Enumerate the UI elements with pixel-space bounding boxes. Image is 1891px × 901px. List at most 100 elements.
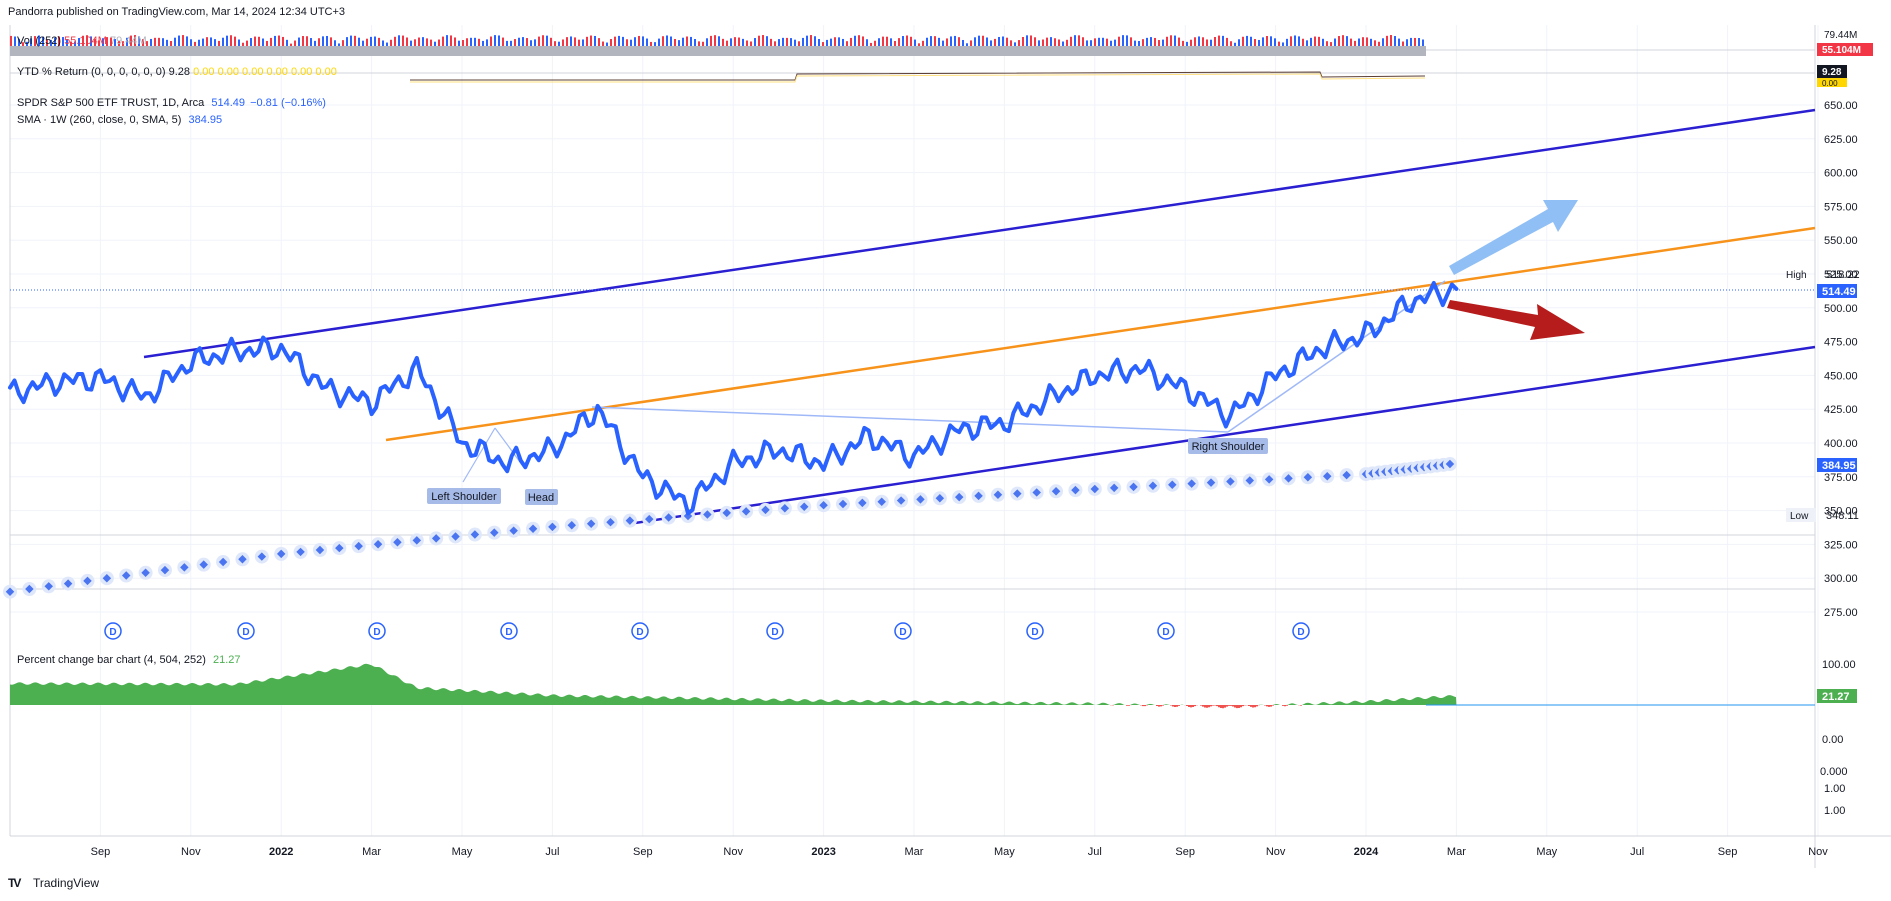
volume-bar <box>166 39 168 46</box>
volume-bar <box>1370 38 1372 46</box>
volume-bar <box>990 40 992 46</box>
volume-bar <box>14 36 16 46</box>
sma-point <box>1303 473 1313 482</box>
volume-bar <box>1302 38 1304 46</box>
volume-bar <box>1186 41 1188 46</box>
volume-bar <box>710 35 712 46</box>
sma-point <box>354 541 363 551</box>
volume-bar <box>1242 36 1244 46</box>
volume-bar <box>1358 38 1360 46</box>
dividend-marker <box>631 622 649 640</box>
ytd-axis-zero-bg <box>1817 78 1847 87</box>
y-tick-label: 325.00 <box>1824 539 1858 551</box>
volume-bar <box>210 37 212 46</box>
volume-bar <box>174 37 176 46</box>
volume-bar <box>1390 35 1392 46</box>
volume-bar <box>1254 39 1256 46</box>
volume-bar <box>1342 35 1344 46</box>
sma-point <box>315 545 325 555</box>
volume-bar <box>950 36 952 46</box>
volume-bar <box>1162 39 1164 46</box>
volume-bar <box>138 36 140 46</box>
volume-bar <box>1054 38 1056 46</box>
volume-bar <box>1314 36 1316 46</box>
volume-bar <box>1378 41 1380 46</box>
footer-brand[interactable]: TV TradingView <box>8 875 99 891</box>
volume-bar <box>246 40 248 46</box>
volume-bar <box>946 38 948 46</box>
volume-bar <box>906 35 908 46</box>
volume-bar <box>414 39 416 46</box>
volume-bar <box>1158 40 1160 46</box>
volume-bar <box>54 37 56 46</box>
volume-bar <box>558 41 560 46</box>
volume-bar <box>38 35 40 46</box>
volume-bar <box>294 40 296 46</box>
volume-bar <box>962 39 964 46</box>
volume-bar <box>254 36 256 46</box>
lower-channel-line <box>627 345 1816 526</box>
volume-bar <box>894 40 896 46</box>
time-axis[interactable]: Sep Nov 2022 Mar May Jul Sep Nov 2023 Mar May Jul Se… <box>91 846 1829 858</box>
volume-bar <box>158 37 160 46</box>
volume-bar <box>1266 35 1268 46</box>
volume-label: Vol (252) <box>17 35 62 47</box>
volume-bar <box>250 38 252 46</box>
volume-bar <box>726 40 728 46</box>
head-text: Head <box>528 492 554 504</box>
volume-bar <box>866 39 868 46</box>
price-axis[interactable]: 650.00 625.00 600.00 575.00 550.00 525.00 500.… <box>1824 100 1858 619</box>
volume-bar <box>978 35 980 46</box>
chart-canvas[interactable]: Left Shoulder Head Right Shoulder D D D D D D… <box>0 0 1891 880</box>
volume-bar <box>606 42 608 46</box>
volume-bar <box>782 37 784 46</box>
volume-bar <box>1366 37 1368 46</box>
dividend-marker <box>104 622 122 640</box>
volume-bar <box>822 42 824 46</box>
symbol-legend[interactable]: SPDR S&P 500 ETF TRUST, 1D, Arca 514.49 … <box>17 97 326 109</box>
volume-bar <box>390 39 392 46</box>
volume-bar <box>786 37 788 46</box>
volume-value1: 55.104M <box>64 35 107 47</box>
sma-legend[interactable]: SMA · 1W (260, close, 0, SMA, 5) 384.95 <box>17 114 222 126</box>
volume-bar <box>358 37 360 46</box>
volume-legend[interactable]: Vol (252) 55.104M 79.44M <box>17 35 147 47</box>
volume-bar <box>818 38 820 46</box>
volume-bar <box>1030 35 1032 46</box>
tradingview-logo-icon: TV <box>8 876 28 890</box>
ytd-legend[interactable]: YTD % Return (0, 0, 0, 0, 0, 0) 9.28 0.0… <box>17 66 337 78</box>
x-tick-label: May <box>994 846 1015 858</box>
volume-bar <box>1146 37 1148 46</box>
low-label-bg <box>1786 508 1816 522</box>
volume-bar <box>930 36 932 46</box>
sma-point <box>412 536 422 545</box>
volume-bar <box>1410 37 1412 46</box>
volume-bar <box>218 40 220 46</box>
volume-bar <box>790 38 792 46</box>
volume-bar <box>66 39 68 46</box>
volume-bar <box>890 38 892 46</box>
sma-value: 384.95 <box>188 114 223 126</box>
volume-bar <box>362 40 364 46</box>
volume-bar <box>722 38 724 46</box>
volume-bar <box>1070 36 1072 46</box>
sma-point <box>567 521 577 530</box>
volume-bar <box>270 37 272 46</box>
volume-bar <box>706 38 708 46</box>
ytd-pane <box>410 71 1426 83</box>
pct-legend[interactable]: Percent change bar chart (4, 504, 252) 2… <box>17 654 241 666</box>
volume-bar <box>902 36 904 46</box>
sma-point <box>1264 475 1274 484</box>
volume-bar <box>994 38 996 46</box>
volume-bar <box>1194 37 1196 46</box>
volume-bar <box>582 39 584 46</box>
volume-bar <box>1238 39 1240 46</box>
volume-bar <box>1118 36 1120 46</box>
volume-bar <box>638 35 640 46</box>
pct-positive-area <box>10 663 1457 705</box>
volume-bars <box>10 35 1424 46</box>
ytd-axis-tag-bg <box>1817 65 1847 78</box>
volume-bar <box>1330 42 1332 46</box>
volume-bar <box>106 37 108 46</box>
volume-bar <box>1014 42 1016 46</box>
